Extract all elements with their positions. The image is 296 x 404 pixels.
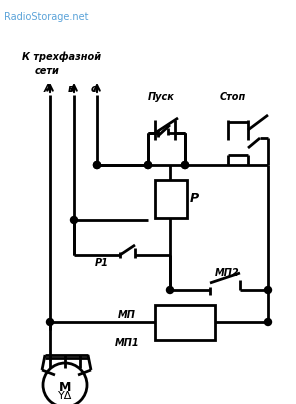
Text: МП2: МП2 [215,268,240,278]
Text: М: М [59,381,71,394]
Circle shape [181,162,189,168]
Text: МП1: МП1 [115,338,140,348]
Text: RadioStorage.net: RadioStorage.net [4,12,89,22]
Text: МП: МП [118,310,136,320]
Text: сети: сети [35,66,60,76]
Circle shape [265,286,271,293]
Circle shape [265,318,271,326]
Text: А: А [44,84,52,94]
Text: Р1: Р1 [95,258,109,268]
Text: Пуск: Пуск [148,92,175,102]
Circle shape [70,217,78,223]
Text: с: с [91,84,97,94]
Circle shape [181,162,189,168]
Circle shape [144,162,152,168]
Circle shape [166,286,173,293]
Bar [155,180,187,218]
Text: Р: Р [190,192,199,205]
Circle shape [94,162,101,168]
Bar [155,305,215,340]
Circle shape [94,162,101,168]
Text: ΥΔ: ΥΔ [58,391,72,401]
Text: К трехфазной: К трехфазной [22,52,101,63]
Text: Стоп: Стоп [220,92,246,102]
Circle shape [46,318,54,326]
Text: в: в [68,84,74,94]
Circle shape [144,162,152,168]
